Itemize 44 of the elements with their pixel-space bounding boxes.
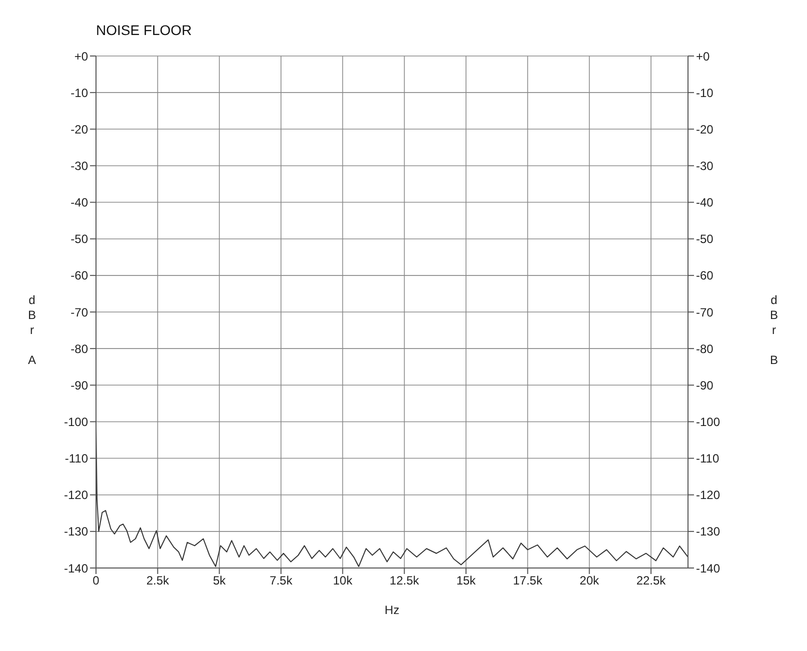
y2-tick-label: -120	[696, 488, 720, 502]
y-tick-label: -100	[64, 414, 88, 429]
y2-tick-label: -70	[696, 305, 714, 320]
text: dBr A	[28, 293, 36, 367]
chart-title: NOISE FLOOR	[96, 22, 192, 38]
y2-tick-label: -90	[696, 378, 714, 392]
x-tick-label: 7.5k	[270, 574, 294, 588]
y2-tick-label: -30	[696, 158, 714, 173]
y-tick-label: -90	[70, 378, 88, 392]
y2-tick-label: +0	[696, 49, 710, 64]
y-tick-label: -80	[70, 342, 88, 356]
x-tick-label: 15k	[456, 574, 477, 588]
y2-tick-label: -20	[696, 122, 714, 136]
y2-tick-label: -60	[696, 268, 714, 283]
y-tick-label: +0	[74, 49, 88, 64]
x-tick-label: 12.5k	[390, 574, 420, 588]
y-tick-label: -120	[64, 488, 88, 502]
x-tick-label: 5k	[212, 574, 227, 588]
x-tick-label: 22.5k	[636, 574, 667, 588]
text: dBr B	[770, 293, 778, 367]
y2-tick-label: -50	[696, 232, 714, 246]
y-tick-label: -110	[64, 452, 88, 466]
x-tick-label: 10k	[332, 574, 354, 588]
x-tick-label: 20k	[580, 574, 600, 588]
y-tick-label: -50	[70, 232, 88, 246]
y-tick-label: -130	[64, 524, 88, 539]
y2-tick-label: -140	[696, 561, 720, 576]
y2-tick-label: -40	[696, 196, 714, 210]
y-tick-label: -70	[70, 305, 88, 320]
x-tick-label: 2.5k	[146, 574, 170, 588]
y2-tick-label: -130	[696, 524, 720, 539]
y2-tick-label: -10	[696, 86, 714, 100]
x-tick-label: 0	[92, 574, 100, 588]
y2-tick-label: -100	[696, 414, 720, 429]
y-tick-label: -60	[70, 268, 88, 283]
y-tick-label: -140	[64, 561, 88, 576]
y-tick-label: -10	[70, 86, 88, 100]
y2-tick-label: -110	[696, 452, 720, 466]
y-tick-label: -20	[70, 122, 88, 136]
y2-tick-label: -80	[696, 342, 714, 356]
x-tick-label: 17.5k	[512, 574, 544, 588]
y-tick-label: -40	[70, 196, 88, 210]
x-axis-title: Hz	[384, 603, 400, 617]
y-tick-label: -30	[70, 158, 88, 173]
